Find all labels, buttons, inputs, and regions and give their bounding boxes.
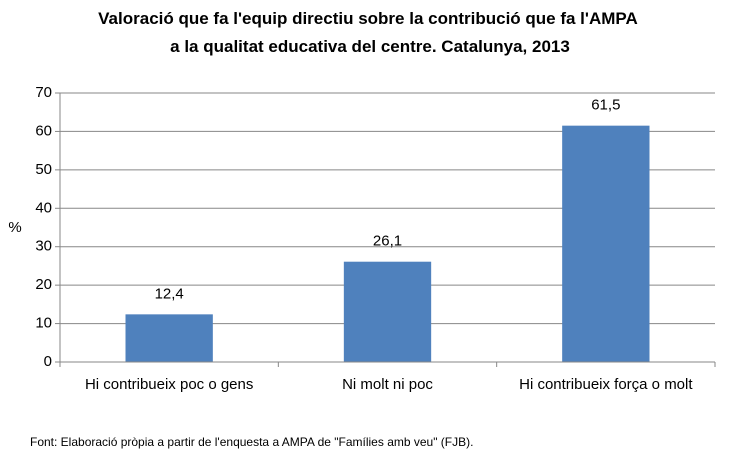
y-tick-label: 30	[35, 238, 52, 255]
bar	[125, 314, 213, 362]
bar	[343, 261, 432, 362]
chart-title: Valoració que fa l'equip directiu sobre …	[98, 9, 642, 56]
y-tick-label: 10	[35, 315, 52, 332]
bar	[562, 125, 650, 363]
x-tick-label: Hi contribueix força o molt	[519, 376, 693, 393]
x-tick-label: Ni molt ni poc	[342, 376, 433, 393]
y-tick-label: 0	[44, 353, 52, 370]
y-axis-label: %	[8, 219, 21, 236]
y-tick-label: 50	[35, 161, 52, 178]
y-tick-label: 40	[35, 199, 52, 216]
y-tick-label: 70	[35, 84, 52, 101]
y-tick-label: 20	[35, 276, 52, 293]
y-tick-label: 60	[35, 122, 52, 139]
source-note: Font: Elaboració pròpia a partir de l'en…	[30, 435, 473, 449]
data-label: 12,4	[155, 285, 184, 302]
data-label: 61,5	[591, 97, 620, 114]
x-tick-label: Hi contribueix poc o gens	[85, 376, 253, 393]
data-label: 26,1	[373, 233, 402, 250]
